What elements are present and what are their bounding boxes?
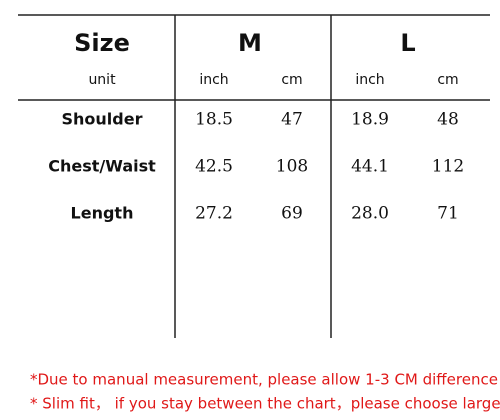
note: * Slim fit， if you stay between the char… [30, 395, 500, 413]
unit-cell: inch [199, 72, 228, 88]
row-label: Length [71, 204, 134, 223]
table-body: Shoulder 18.5 47 18.9 48 Chest/Waist 42.5 108 44… [48, 110, 464, 224]
unit-cell: cm [437, 72, 458, 88]
measurement: 42.5 [195, 157, 233, 177]
unit-cell: cm [281, 72, 302, 88]
measurement: 18.5 [195, 110, 233, 130]
row-label: Chest/Waist [48, 157, 156, 176]
unit-cell: inch [355, 72, 384, 88]
measurement: 71 [437, 204, 459, 224]
header-cell: L [400, 29, 415, 57]
row-label: Shoulder [62, 110, 143, 129]
unit-cell: unit [88, 72, 116, 88]
measurement: 18.9 [351, 110, 389, 130]
measurement: 44.1 [351, 157, 389, 177]
measurement: 48 [437, 110, 459, 130]
header-cell: Size [74, 29, 130, 57]
measurement: 47 [281, 110, 303, 130]
measurement: 112 [432, 157, 464, 177]
note: *Due to manual measurement, please allow… [30, 371, 498, 389]
measurement: 108 [276, 157, 308, 177]
measurement: 69 [281, 204, 303, 224]
measurement: 28.0 [351, 204, 389, 224]
measurement: 27.2 [195, 204, 233, 224]
header-cell: M [238, 29, 262, 57]
